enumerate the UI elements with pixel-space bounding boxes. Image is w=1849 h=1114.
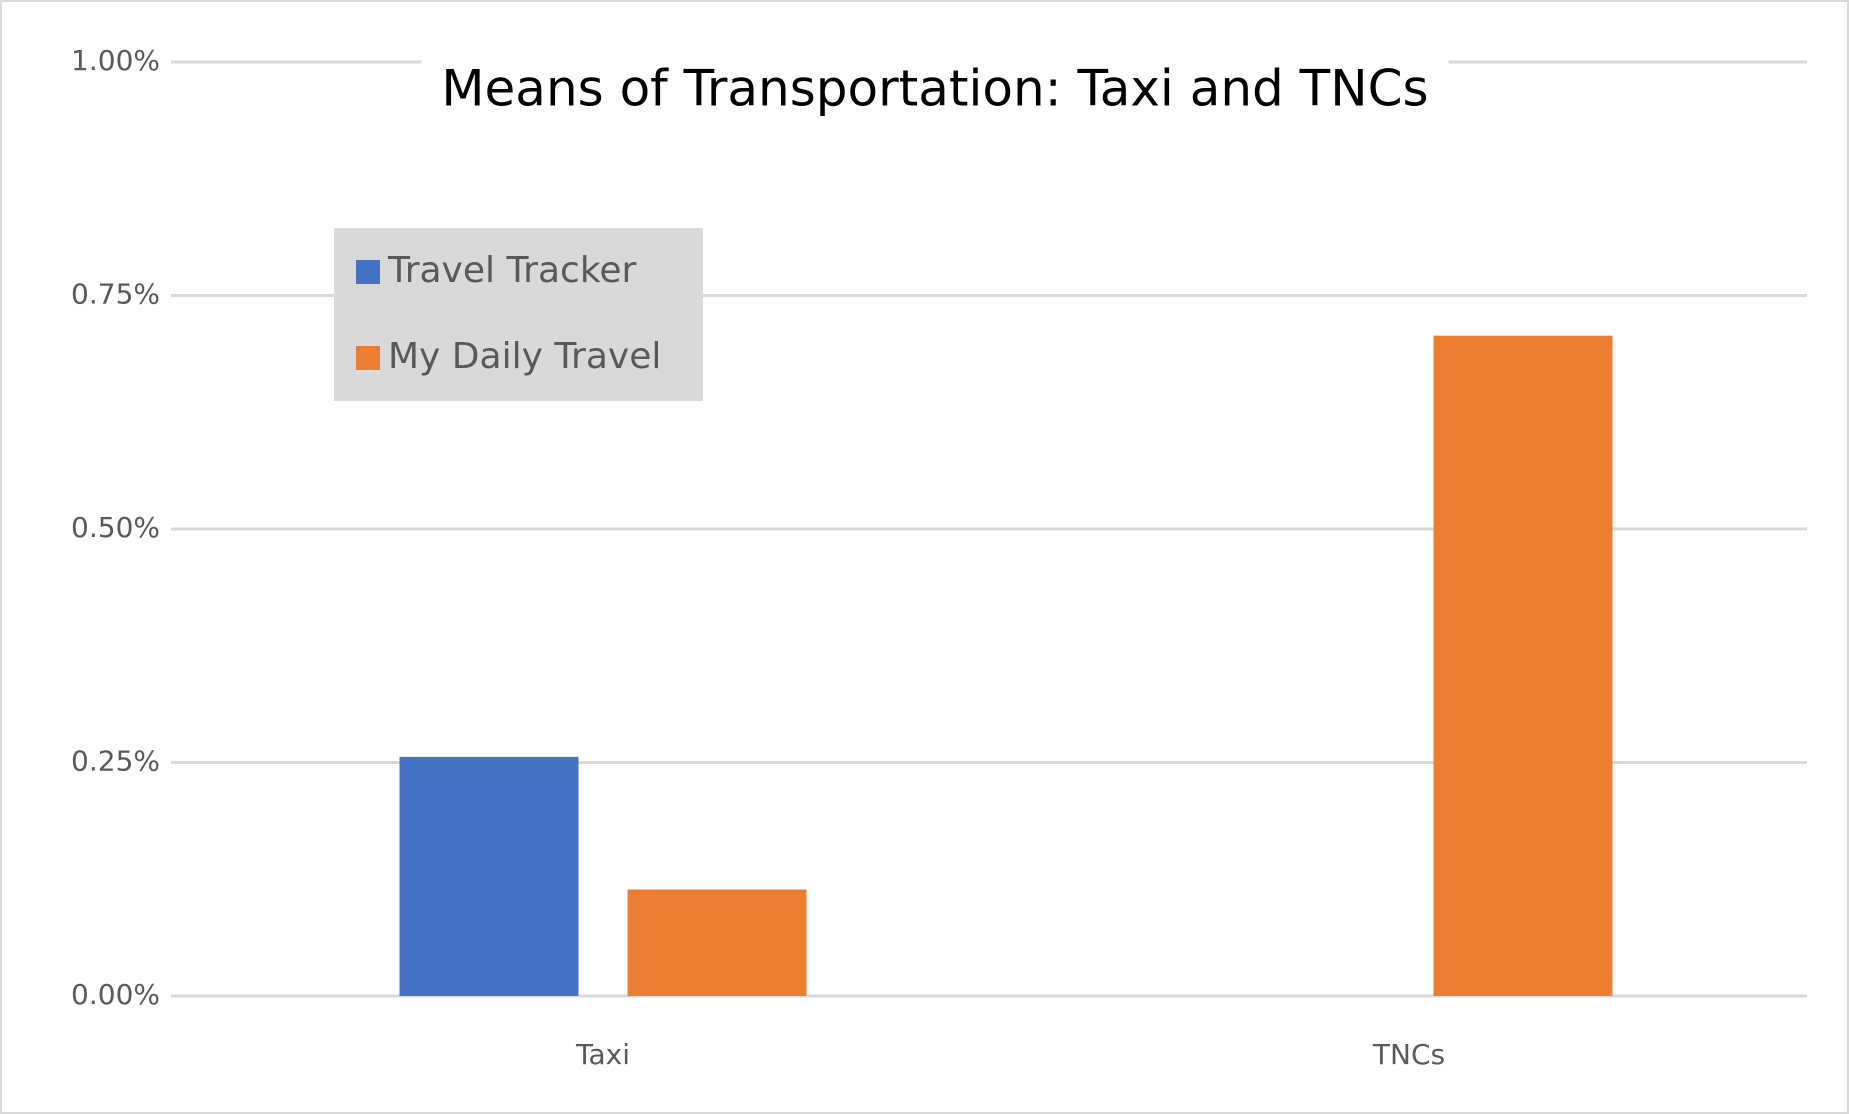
y-tick-label: 1.00%: [71, 44, 160, 77]
legend-label: Travel Tracker: [387, 250, 637, 291]
legend-label: My Daily Travel: [388, 336, 661, 377]
title-background: [421, 49, 1449, 128]
y-tick-label: 0.75%: [71, 278, 160, 311]
y-tick-label: 0.00%: [71, 978, 160, 1011]
bar: [627, 889, 807, 996]
legend: [334, 228, 703, 401]
bar: [399, 756, 579, 996]
y-tick-label: 0.25%: [71, 745, 160, 778]
x-tick-label: TNCs: [1372, 1038, 1445, 1071]
y-tick-label: 0.50%: [71, 511, 160, 544]
legend-swatch: [356, 260, 380, 284]
bar: [1433, 335, 1613, 996]
chart-title: Means of Transportation: Taxi and TNCs: [441, 60, 1428, 118]
x-tick-label: Taxi: [575, 1038, 630, 1071]
legend-swatch: [356, 346, 380, 370]
